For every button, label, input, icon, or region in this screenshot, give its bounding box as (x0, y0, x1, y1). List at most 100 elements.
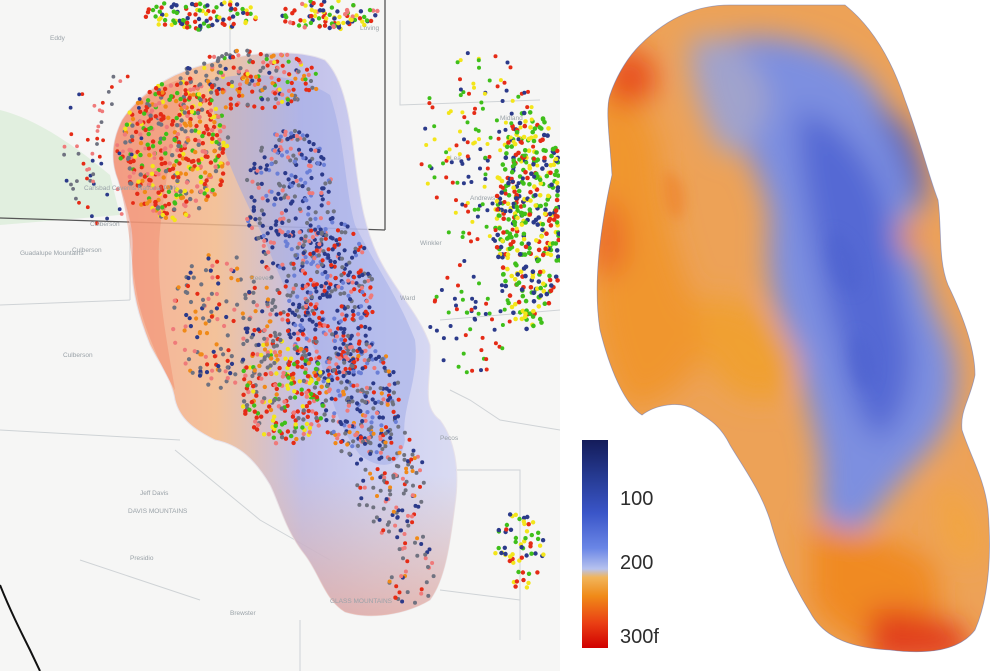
well-point (157, 140, 163, 145)
well-point (450, 180, 455, 185)
well-point (237, 90, 242, 95)
well-point (127, 174, 132, 179)
well-point (277, 332, 282, 337)
well-point (497, 129, 502, 134)
well-point (304, 260, 309, 265)
well-point (198, 189, 203, 194)
well-point (413, 540, 417, 545)
well-point (272, 330, 277, 335)
well-point (485, 166, 490, 171)
well-point (371, 406, 376, 411)
well-point (546, 126, 551, 131)
well-point (375, 494, 379, 498)
well-point (533, 193, 538, 198)
well-point (406, 523, 411, 528)
well-point (313, 304, 318, 310)
well-point (286, 230, 291, 235)
well-point (186, 357, 192, 362)
well-point (528, 125, 533, 130)
well-point (360, 419, 365, 424)
well-point (554, 148, 560, 154)
well-point (158, 112, 163, 117)
well-point (396, 397, 401, 402)
well-point (307, 239, 312, 244)
well-point (343, 230, 348, 235)
well-point (315, 269, 320, 275)
well-point (358, 371, 363, 376)
well-point (166, 189, 172, 194)
well-point (419, 162, 424, 167)
well-point (324, 418, 329, 423)
well-point (187, 316, 192, 321)
well-point (523, 264, 529, 270)
well-point (175, 82, 180, 88)
well-point (325, 324, 330, 329)
well-point (164, 131, 169, 137)
well-point (193, 137, 198, 143)
place-label: DAVIS MOUNTAINS (128, 508, 188, 515)
well-point (182, 143, 187, 148)
well-point (306, 163, 312, 168)
well-point (280, 188, 285, 193)
well-point (174, 115, 179, 121)
well-point (271, 338, 276, 344)
well-point (250, 78, 255, 83)
well-point (297, 130, 302, 135)
well-point (148, 178, 153, 183)
well-point (536, 304, 542, 309)
well-point (506, 217, 511, 222)
well-point (329, 289, 334, 294)
well-point (198, 352, 203, 357)
well-point (520, 213, 525, 218)
well-point (283, 19, 288, 24)
well-point (412, 456, 417, 461)
well-point (363, 324, 368, 330)
well-point (544, 173, 550, 179)
well-point (203, 170, 208, 175)
well-point (335, 376, 340, 381)
well-point (487, 78, 492, 83)
well-point (390, 400, 395, 405)
well-point (291, 440, 296, 446)
well-point (432, 299, 437, 304)
well-point (546, 300, 552, 306)
well-point (397, 547, 402, 552)
well-point (253, 217, 258, 222)
legend-label-200: 200 (620, 552, 654, 574)
well-point (460, 297, 465, 302)
well-point (326, 189, 331, 194)
well-point (175, 178, 180, 184)
well-point (464, 370, 469, 375)
well-point (427, 96, 432, 101)
well-point (183, 361, 188, 366)
well-point (163, 146, 168, 151)
well-point (270, 307, 275, 312)
well-point (523, 536, 528, 541)
well-point (90, 214, 94, 219)
well-point (196, 206, 202, 211)
well-point (304, 87, 309, 92)
well-point (262, 336, 267, 341)
well-point (411, 448, 416, 453)
well-point (377, 517, 382, 522)
well-point (324, 233, 329, 238)
well-point (198, 97, 203, 103)
well-point (142, 189, 148, 195)
well-point (335, 436, 340, 441)
well-point (322, 23, 328, 28)
well-point (353, 433, 358, 438)
well-point (292, 362, 297, 367)
well-point (224, 379, 229, 384)
place-label: Eddy (50, 35, 66, 42)
well-point (310, 409, 315, 414)
well-point (557, 258, 560, 263)
well-point (529, 117, 534, 122)
well-point (306, 72, 311, 77)
well-point (150, 7, 156, 13)
well-point (362, 279, 367, 284)
well-point (291, 87, 296, 92)
well-point (273, 304, 278, 309)
well-point (279, 211, 284, 216)
well-point (307, 317, 312, 322)
well-point (204, 73, 209, 78)
